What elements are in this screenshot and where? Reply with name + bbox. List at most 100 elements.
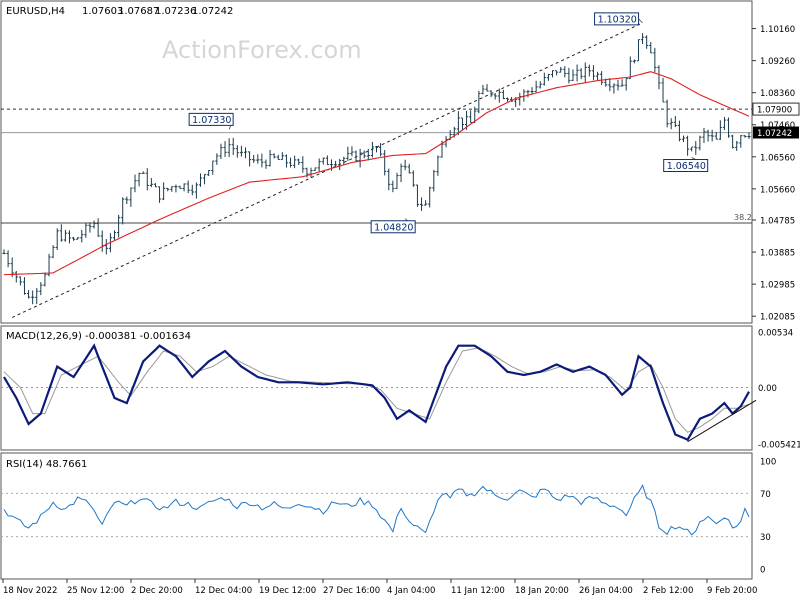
macd-series-macd bbox=[3, 343, 750, 442]
price-bar bbox=[354, 150, 358, 162]
price-bar bbox=[14, 270, 18, 283]
price-annotation-3: 1.06540 bbox=[663, 157, 709, 173]
price-bar bbox=[399, 163, 403, 183]
price-bar bbox=[403, 159, 407, 171]
price-annotation-label: 1.06540 bbox=[667, 161, 706, 172]
price-annotation-box bbox=[370, 220, 416, 234]
price-bar bbox=[665, 99, 669, 128]
price-header-open: 1.07603 bbox=[82, 6, 123, 17]
macd-y-tick-label: 0.00 bbox=[758, 384, 777, 394]
price-bar bbox=[387, 168, 391, 191]
moving-average-line bbox=[3, 71, 750, 276]
price-bar bbox=[178, 185, 182, 189]
price-bar bbox=[288, 157, 293, 168]
price-bar bbox=[260, 153, 264, 168]
price-bar bbox=[342, 156, 346, 166]
price-y-tick-label: 1.09260 bbox=[760, 57, 795, 67]
price-bar bbox=[133, 174, 137, 193]
price-bar bbox=[415, 184, 420, 207]
price-bar bbox=[702, 127, 706, 143]
price-bar bbox=[26, 290, 31, 299]
price-bar bbox=[747, 132, 751, 139]
price-bar bbox=[276, 154, 280, 161]
price-annotation-label: 1.10320 bbox=[598, 14, 637, 25]
price-bar bbox=[256, 154, 260, 164]
price-bar bbox=[739, 134, 743, 148]
price-y-tick-label: 1.04785 bbox=[760, 217, 795, 227]
price-bar bbox=[301, 156, 305, 173]
price-y-tick-label: 1.03885 bbox=[760, 249, 795, 259]
price-bar bbox=[252, 154, 256, 163]
price-bar bbox=[710, 129, 714, 142]
rsi-y-tick-label: 70 bbox=[760, 490, 771, 500]
price-bar bbox=[22, 277, 27, 295]
price-bar bbox=[477, 90, 481, 114]
price-bar bbox=[231, 137, 235, 156]
price-bar bbox=[346, 146, 350, 162]
price-annotation-2: 1.04820 bbox=[370, 218, 416, 234]
price-bar bbox=[685, 135, 690, 156]
price-bar bbox=[600, 71, 604, 85]
price-bar bbox=[67, 230, 72, 244]
price-bar bbox=[460, 117, 465, 131]
price-bar bbox=[59, 224, 63, 242]
price-bar bbox=[534, 80, 538, 93]
price-bar bbox=[145, 168, 149, 191]
x-tick-label: 19 Dec 12:00 bbox=[259, 586, 316, 596]
price-bar bbox=[378, 143, 383, 157]
price-bar bbox=[338, 158, 342, 171]
price-bar bbox=[374, 145, 379, 153]
price-bar bbox=[39, 282, 43, 296]
x-tick-label: 25 Nov 12:00 bbox=[67, 586, 124, 596]
price-bar bbox=[112, 230, 117, 241]
price-bar bbox=[317, 158, 321, 172]
price-bar bbox=[96, 218, 100, 237]
price-bar bbox=[366, 148, 370, 161]
price-bar bbox=[456, 111, 460, 136]
price-bar bbox=[31, 290, 35, 305]
price-bar bbox=[280, 152, 284, 161]
price-bar bbox=[735, 140, 739, 151]
rsi-lines bbox=[3, 483, 750, 536]
price-bar bbox=[649, 41, 653, 54]
price-bar bbox=[587, 64, 591, 77]
rsi-y-axis: 100 70 30 0 bbox=[760, 458, 776, 576]
price-bar bbox=[698, 135, 702, 151]
price-bar bbox=[538, 81, 542, 89]
rsi-series-line bbox=[3, 483, 750, 536]
price-bar bbox=[673, 115, 677, 128]
x-axis: 18 Nov 2022 25 Nov 12:00 2 Dec 20:00 12 Dec… bbox=[2, 579, 757, 596]
price-bar bbox=[526, 89, 530, 98]
price-bar bbox=[395, 172, 399, 190]
x-tick-label: 2 Dec 20:00 bbox=[131, 586, 183, 596]
price-moving-average bbox=[3, 71, 750, 276]
price-bar bbox=[706, 129, 710, 142]
price-bar bbox=[571, 69, 575, 81]
price-bar bbox=[211, 160, 215, 175]
x-tick-label: 2 Feb 12:00 bbox=[643, 586, 693, 596]
price-bar bbox=[546, 73, 551, 81]
price-bar bbox=[493, 93, 497, 100]
price-bar bbox=[591, 65, 596, 81]
rsi-levels bbox=[1, 492, 752, 538]
price-y-axis: 1.10160 1.09260 1.08360 1.07460 1.06560 1.056… bbox=[752, 25, 800, 323]
price-bar bbox=[55, 228, 59, 250]
current-price-tag bbox=[753, 126, 799, 139]
price-bar bbox=[608, 77, 612, 92]
price-y-tick-label: 1.10160 bbox=[760, 25, 795, 35]
price-y-tick-label: 1.05660 bbox=[760, 185, 795, 195]
price-bar bbox=[714, 131, 718, 140]
macd-y-tick-label: 0.00534 bbox=[758, 328, 793, 338]
price-bar bbox=[121, 197, 125, 225]
price-y-tick-label: 1.07460 bbox=[760, 121, 795, 131]
price-annotation-leader bbox=[638, 18, 643, 24]
price-annotation-label: 1.04820 bbox=[374, 222, 413, 233]
price-bar bbox=[141, 171, 145, 175]
price-bar bbox=[555, 70, 559, 76]
price-bar bbox=[35, 288, 39, 305]
price-panel-frame bbox=[0, 0, 753, 324]
price-bar bbox=[677, 120, 682, 142]
price-annotations: 1.10320 1.07330 1.04820 1.06540 bbox=[188, 12, 709, 234]
